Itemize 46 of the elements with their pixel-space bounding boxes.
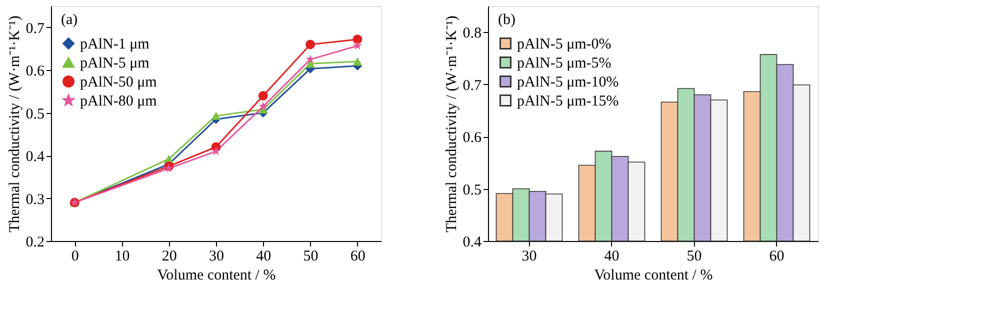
x-tick-label: 20 (162, 248, 177, 264)
x-tick-label: 50 (686, 248, 702, 264)
y-tick-label: 0.5 (26, 106, 44, 122)
x-tick-label: 40 (604, 248, 620, 264)
point (352, 57, 362, 66)
y-tick-label: 0.4 (26, 149, 45, 166)
point (352, 34, 362, 44)
point (258, 102, 268, 110)
y-tick-label: 0.7 (26, 20, 45, 37)
x-tick-label: 10 (114, 248, 130, 264)
x-axis-title: Volume content / % (594, 268, 713, 284)
annotation: (b) (498, 12, 516, 28)
y-tick-label: 0.6 (462, 130, 482, 146)
y-tick-label: 0.5 (462, 182, 482, 198)
point (352, 40, 362, 50)
y-axis-title: Thermal conductivity / (W·m⁻¹·K⁻¹) (6, 16, 23, 232)
point (258, 90, 268, 100)
x-tick-label: 30 (209, 248, 224, 264)
y-tick-label: 0.3 (26, 192, 44, 208)
legend-label: pAlN-5 μm-10% (517, 74, 619, 90)
x-tick-label: 60 (350, 248, 366, 264)
y-tick-label: 0.7 (462, 78, 482, 94)
x-tick-label: 30 (522, 248, 537, 264)
legend-label: pAlN-80 μm (80, 94, 158, 110)
legend-label: pAlN-5 μm-0% (517, 36, 612, 52)
y-tick-label: 0.2 (26, 234, 44, 250)
y-tick-label: 0.8 (462, 26, 482, 42)
x-tick-label: 40 (256, 248, 272, 264)
legend-label: pAlN-1 μm (80, 36, 150, 52)
x-tick-label: 60 (769, 248, 784, 264)
x-tick-label: 50 (303, 248, 318, 264)
annotation: (a) (61, 12, 78, 28)
legend-label: pAlN-5 μm (80, 56, 150, 72)
point (211, 112, 221, 120)
legend-label: pAlN-50 μm (80, 74, 158, 90)
y-tick-label: 0.6 (26, 64, 45, 80)
y-tick-label: 0.4 (462, 234, 482, 250)
point (211, 146, 221, 156)
y-axis-title: Thermal conductivity / (W·m⁻¹·K⁻¹) (444, 16, 460, 232)
point (306, 40, 316, 50)
x-tick-label: 0 (71, 248, 79, 264)
legend-label: pAlN-5 μm-15% (517, 94, 619, 110)
x-axis-title: Volume content / % (157, 268, 276, 284)
point (306, 54, 315, 64)
legend-label: pAlN-5 μm-5% (517, 56, 612, 72)
point (306, 60, 316, 68)
